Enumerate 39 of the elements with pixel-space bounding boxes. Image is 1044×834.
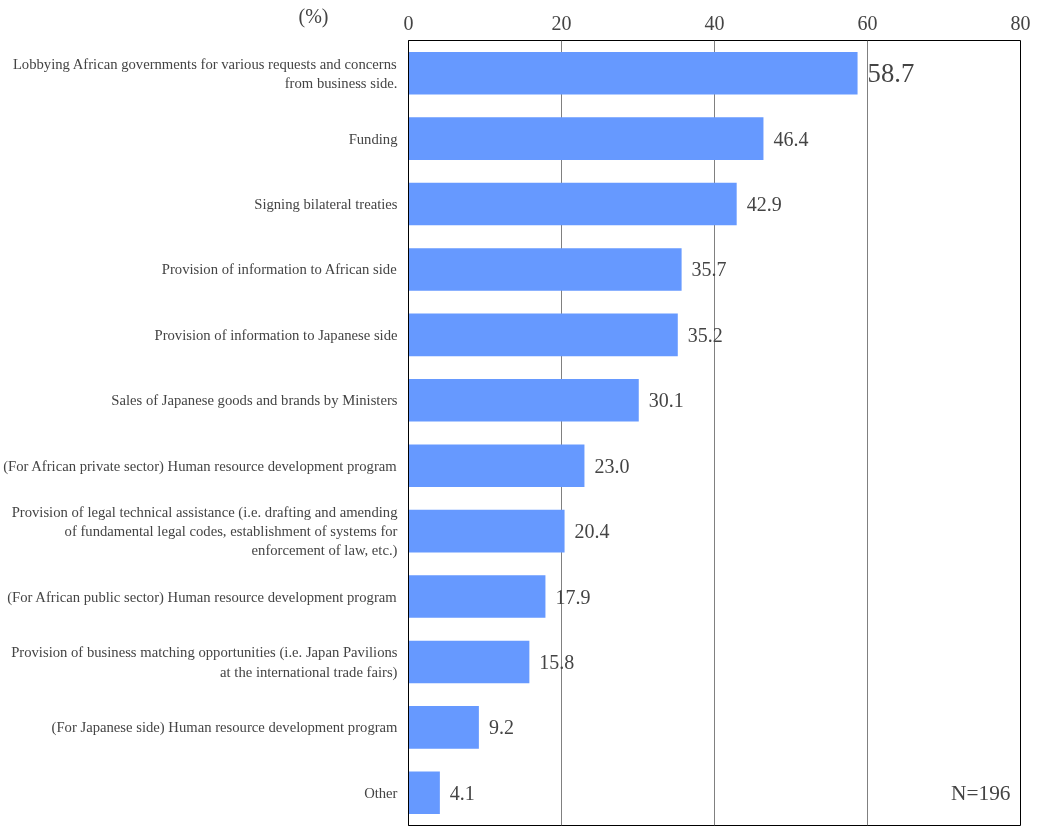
bar bbox=[408, 575, 546, 618]
annotation: N=196 bbox=[951, 780, 1011, 805]
bar bbox=[408, 248, 682, 291]
data-label: 4.1 bbox=[449, 781, 475, 804]
bar bbox=[408, 509, 565, 553]
x-axis-title: (%) bbox=[298, 4, 329, 28]
bar bbox=[408, 313, 678, 357]
y-tick-label: Provision of information to African side bbox=[161, 261, 397, 278]
y-tick-label: Lobbying African governments for various requests and concerns from business side. bbox=[12, 55, 398, 91]
bar bbox=[408, 640, 530, 684]
y-tick-label: Signing bilateral treaties bbox=[254, 196, 398, 213]
x-tick-label: 20 bbox=[551, 11, 572, 34]
x-tick-label: 80 bbox=[1010, 11, 1031, 34]
y-tick-label: Other bbox=[364, 784, 398, 801]
bar bbox=[408, 51, 858, 95]
bar bbox=[408, 182, 737, 226]
x-tick-label: 0 bbox=[403, 11, 414, 34]
bar bbox=[408, 771, 440, 815]
data-label: 58.7 bbox=[867, 58, 915, 89]
bar bbox=[408, 706, 479, 749]
data-label: 46.4 bbox=[773, 127, 809, 150]
bar bbox=[408, 444, 585, 487]
y-tick-label: (For African private sector) Human resource development program bbox=[3, 457, 398, 475]
data-label: 42.9 bbox=[746, 193, 782, 216]
data-label: 30.1 bbox=[648, 389, 684, 412]
y-tick-label: Provision of information to Japanese side bbox=[154, 326, 398, 343]
x-tick-label: 60 bbox=[857, 11, 878, 34]
bar bbox=[408, 379, 639, 422]
y-tick-label: (For Japanese side) Human resource development program bbox=[51, 719, 399, 737]
data-label: 9.2 bbox=[488, 716, 514, 739]
y-tick-label: Provision of legal technical assistance (i.e. drafting and amending of fundamental legal codes, establishment of systems for enforcement of law, etc.) bbox=[11, 503, 399, 560]
x-tick-label: 40 bbox=[704, 11, 725, 34]
data-label: 20.4 bbox=[574, 520, 610, 543]
y-tick-label: Funding bbox=[348, 130, 399, 147]
y-tick-label: (For African public sector) Human resource development program bbox=[7, 588, 398, 606]
y-tick-label: Provision of business matching opportunities (i.e. Japan Pavilions at the international trade fairs) bbox=[11, 644, 398, 681]
y-tick-label: Sales of Japanese goods and brands by Ministers bbox=[111, 392, 398, 409]
bar bbox=[408, 117, 764, 160]
data-label: 23.0 bbox=[594, 454, 630, 477]
